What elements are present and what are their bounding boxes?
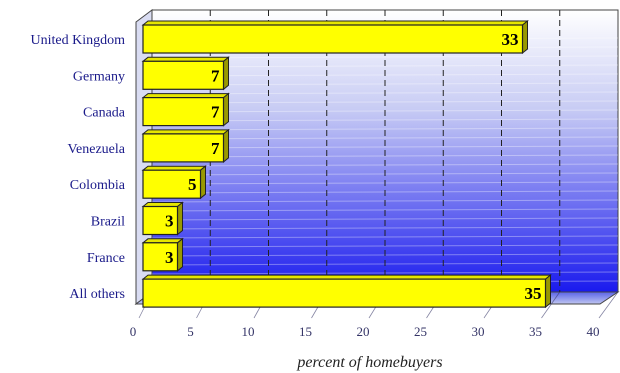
x-tick-label: 25 — [414, 324, 427, 339]
background-stripe — [151, 127, 619, 131]
bar-side-face — [223, 128, 229, 163]
floor-grid-line — [598, 291, 619, 319]
background-stripe — [151, 226, 619, 230]
bar-top-face — [141, 274, 552, 280]
x-tick-labels: 0 5 10 15 20 25 30 35 40 — [130, 324, 600, 339]
bar-side-face — [522, 19, 528, 55]
background-stripe — [151, 145, 619, 149]
bar: 3 — [141, 237, 184, 272]
category-label: All others — [69, 287, 125, 302]
bar: 3 — [141, 201, 184, 236]
background-stripe — [151, 136, 619, 140]
bar-value-label: 7 — [211, 103, 220, 122]
category-label: United Kingdom — [31, 33, 126, 48]
x-tick-label: 15 — [299, 324, 312, 339]
category-labels: United Kingdom Germany Canada Venezuela Colo… — [31, 33, 126, 302]
x-tick-label: 40 — [587, 324, 600, 339]
background-stripe — [151, 217, 619, 221]
bar-side-face — [200, 165, 206, 200]
category-label: Germany — [73, 69, 125, 84]
bar-face — [142, 169, 202, 199]
bar-value-label: 3 — [165, 248, 174, 267]
category-label: Venezuela — [67, 142, 125, 157]
bar-side-face — [177, 237, 183, 272]
category-label: France — [87, 251, 125, 266]
bar-face — [142, 242, 179, 272]
bar: 5 — [141, 165, 207, 200]
bar: 35 — [141, 274, 552, 309]
bar-top-face — [141, 56, 230, 62]
bar-value-label: 33 — [502, 30, 519, 49]
floor-grid-line — [541, 291, 561, 319]
bar-face — [142, 205, 179, 236]
bar: 7 — [141, 128, 230, 163]
x-tick-label: 30 — [472, 324, 485, 339]
bar: 7 — [141, 56, 230, 91]
bar-side-face — [223, 92, 229, 127]
bar-value-label: 7 — [211, 139, 220, 158]
bar-value-label: 5 — [188, 175, 197, 194]
background-stripe — [151, 154, 619, 158]
background-stripe — [151, 244, 619, 248]
bar-top-face — [141, 165, 207, 171]
bar-face — [142, 278, 547, 308]
x-tick-label: 5 — [187, 324, 194, 339]
bar-top-face — [141, 202, 184, 207]
bar: 7 — [141, 92, 230, 127]
x-tick-label: 35 — [529, 324, 542, 339]
bar-side-face — [545, 274, 551, 309]
bar-side-face — [177, 201, 183, 236]
bar-value-label: 35 — [525, 284, 542, 303]
bar-face — [142, 60, 225, 90]
category-label: Colombia — [70, 178, 126, 193]
background-stripe — [151, 55, 619, 59]
x-tick-label: 20 — [357, 324, 370, 339]
x-tick-label: 0 — [130, 324, 137, 339]
x-tick-label: 10 — [242, 324, 255, 339]
bar-face — [142, 24, 524, 54]
bar-face — [142, 96, 225, 127]
category-label: Canada — [83, 106, 126, 121]
category-label: Brazil — [91, 215, 125, 230]
bar-value-label: 7 — [211, 66, 220, 85]
bar-side-face — [223, 56, 229, 91]
background-stripe — [151, 235, 619, 239]
bar-value-label: 3 — [165, 212, 174, 231]
bar-face — [142, 133, 225, 163]
bar-top-face — [141, 129, 230, 135]
bar: 33 — [141, 19, 529, 55]
x-axis-label: percent of homebuyers — [296, 354, 442, 371]
